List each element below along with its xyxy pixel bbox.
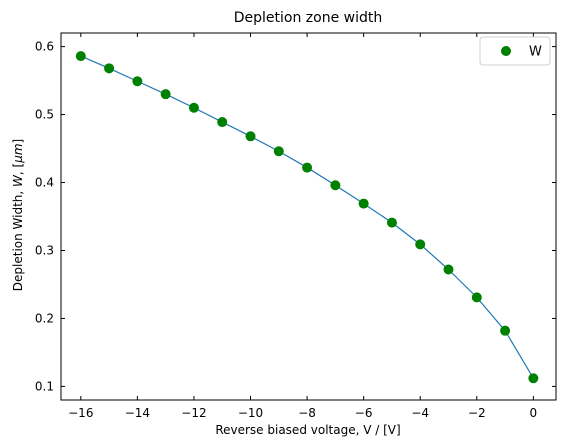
- y-axis-label-part-5: ]: [11, 139, 25, 144]
- y-axis-label-part-3: , [: [11, 163, 25, 175]
- x-tick-label: −4: [411, 406, 429, 420]
- data-point: [415, 239, 426, 250]
- y-tick-label: 0.6: [35, 40, 54, 54]
- y-tick-label: 0.5: [35, 108, 54, 122]
- data-point: [358, 198, 369, 209]
- x-tick-label: −6: [355, 406, 373, 420]
- legend: W: [479, 36, 551, 66]
- plot-area: −16 −14 −12 −10 −8 −6 −4 −2 0 0.1 0.2 0.3 0.4 0.5 0.6: [35, 32, 557, 420]
- data-point: [443, 264, 454, 275]
- plot-frame: [60, 32, 557, 401]
- data-point: [160, 89, 171, 100]
- data-point: [386, 217, 397, 228]
- data-point: [528, 373, 539, 384]
- y-tick-label: 0.2: [35, 311, 54, 325]
- data-point: [471, 292, 482, 303]
- y-axis-ticks: 0.1 0.2 0.3 0.4 0.5 0.6: [35, 40, 556, 393]
- x-tick-label: −14: [125, 406, 150, 420]
- data-point: [75, 51, 86, 62]
- data-point: [188, 102, 199, 113]
- chart-title: Depletion zone width: [234, 10, 383, 26]
- series-line-W: [80, 55, 534, 379]
- x-tick-label: −8: [298, 406, 316, 420]
- x-axis-label: Reverse biased voltage, V / [V]: [215, 423, 400, 437]
- data-point: [245, 131, 256, 142]
- data-point: [302, 162, 313, 173]
- x-tick-label: −10: [238, 406, 263, 420]
- y-tick-label: 0.1: [35, 379, 54, 393]
- legend-marker-W: [501, 46, 511, 56]
- x-tick-label: −2: [468, 406, 486, 420]
- y-tick-label: 0.3: [35, 243, 54, 257]
- y-axis-label-var: W: [11, 174, 25, 187]
- data-point: [132, 76, 143, 87]
- legend-box: [479, 36, 551, 66]
- y-axis-label: Depletion Width, W, [μm]: [11, 139, 25, 291]
- x-tick-label: −16: [68, 406, 93, 420]
- data-point: [273, 146, 284, 157]
- data-point: [104, 63, 115, 74]
- series-points-W: [75, 51, 539, 384]
- y-tick-label: 0.4: [35, 176, 54, 190]
- data-point: [330, 180, 341, 191]
- x-axis-ticks: −16 −14 −12 −10 −8 −6 −4 −2 0: [68, 33, 537, 420]
- data-point: [217, 117, 228, 128]
- x-tick-label: 0: [530, 406, 538, 420]
- legend-label-W: W: [529, 45, 542, 60]
- x-tick-label: −12: [181, 406, 206, 420]
- y-axis-label-unit: μm: [11, 143, 25, 163]
- data-point: [500, 325, 511, 336]
- y-axis-label-part-1: Depletion Width,: [11, 187, 25, 291]
